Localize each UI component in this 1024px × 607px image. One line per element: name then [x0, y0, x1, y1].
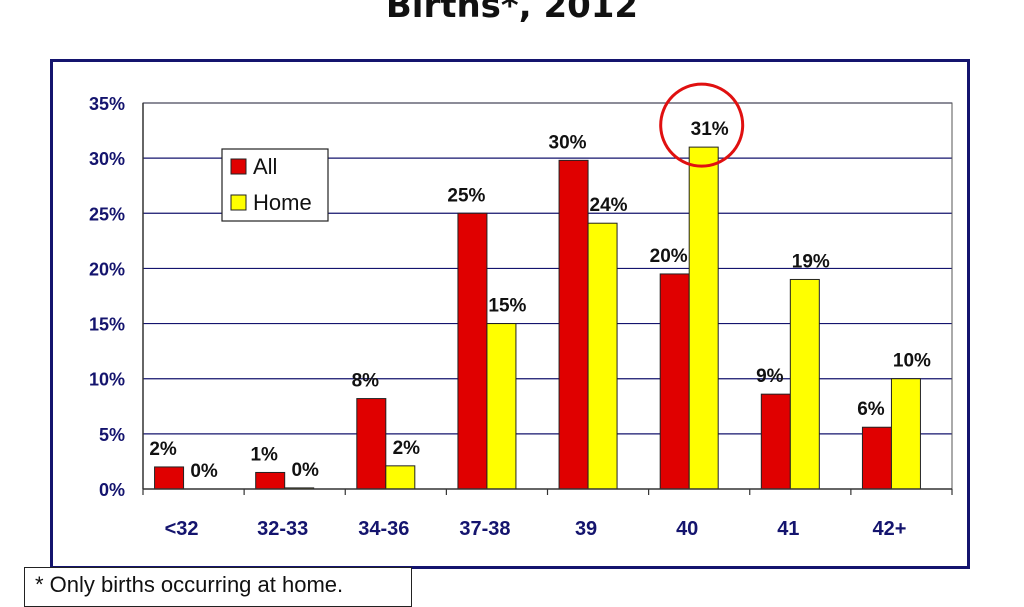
data-label: 24% [590, 195, 628, 216]
x-tick-label: 37-38 [459, 518, 510, 540]
y-tick-label: 30% [89, 149, 125, 169]
bar-home [385, 465, 416, 490]
bar-home [587, 222, 618, 490]
bar-all [861, 426, 892, 490]
legend: All Home [221, 148, 329, 222]
data-label: 1% [250, 444, 278, 465]
x-tick-label: <32 [165, 518, 199, 540]
data-label: 6% [857, 399, 885, 420]
bar-all [356, 398, 387, 490]
bar-all [760, 393, 791, 490]
y-tick-label: 25% [89, 204, 125, 224]
bar-all [558, 159, 589, 490]
y-tick-label: 15% [89, 315, 125, 335]
bar-all [255, 471, 286, 490]
x-tick-label: 41 [777, 518, 799, 540]
data-label: 10% [893, 351, 931, 372]
bar-all [154, 466, 185, 490]
highlight-circle [659, 82, 745, 168]
x-tick-label: 39 [575, 518, 597, 540]
bar-all [659, 273, 690, 490]
y-tick-label: 10% [89, 370, 125, 390]
bar-home [486, 323, 517, 490]
data-label: 2% [393, 438, 421, 459]
data-label: 8% [352, 371, 380, 392]
x-tick-label: 40 [676, 518, 698, 540]
data-label: 25% [447, 185, 485, 206]
data-label: 30% [549, 132, 587, 153]
bar-home [890, 378, 921, 490]
x-tick-label: 32-33 [257, 518, 308, 540]
x-tick-label: 34-36 [358, 518, 409, 540]
legend-swatch-all [230, 158, 247, 175]
legend-swatch-home [230, 194, 247, 211]
data-label: 0% [291, 460, 319, 481]
bar-home [789, 278, 820, 490]
footnote: * Only births occurring at home. [24, 567, 412, 607]
y-tick-label: 5% [99, 425, 125, 445]
data-label: 20% [650, 246, 688, 267]
legend-label-home: Home [253, 190, 312, 215]
bar-all [457, 212, 488, 490]
data-label: 15% [488, 296, 526, 317]
y-tick-label: 20% [89, 259, 125, 279]
x-tick-label: 42+ [872, 518, 906, 540]
data-label: 0% [190, 461, 218, 482]
bar-home [688, 146, 719, 490]
axes: 0% 5% 10% 15% 20% 25% 30% 35% <32 32-33 34-36 37-38… [89, 94, 953, 540]
data-label: 2% [149, 439, 177, 460]
y-tick-label: 35% [89, 94, 125, 114]
chart-title: Births*, 2012 [385, 0, 639, 26]
y-tick-label: 0% [99, 480, 125, 500]
data-label: 19% [792, 251, 830, 272]
bars [154, 146, 921, 490]
data-label: 31% [691, 119, 729, 140]
legend-label-all: All [253, 154, 277, 179]
data-labels: 2% 0% 1% 0% 8% 2% 25% 15% 30% 24% 20% 31% 9% 19% 6% 10% [149, 82, 931, 482]
data-label: 9% [756, 366, 784, 387]
